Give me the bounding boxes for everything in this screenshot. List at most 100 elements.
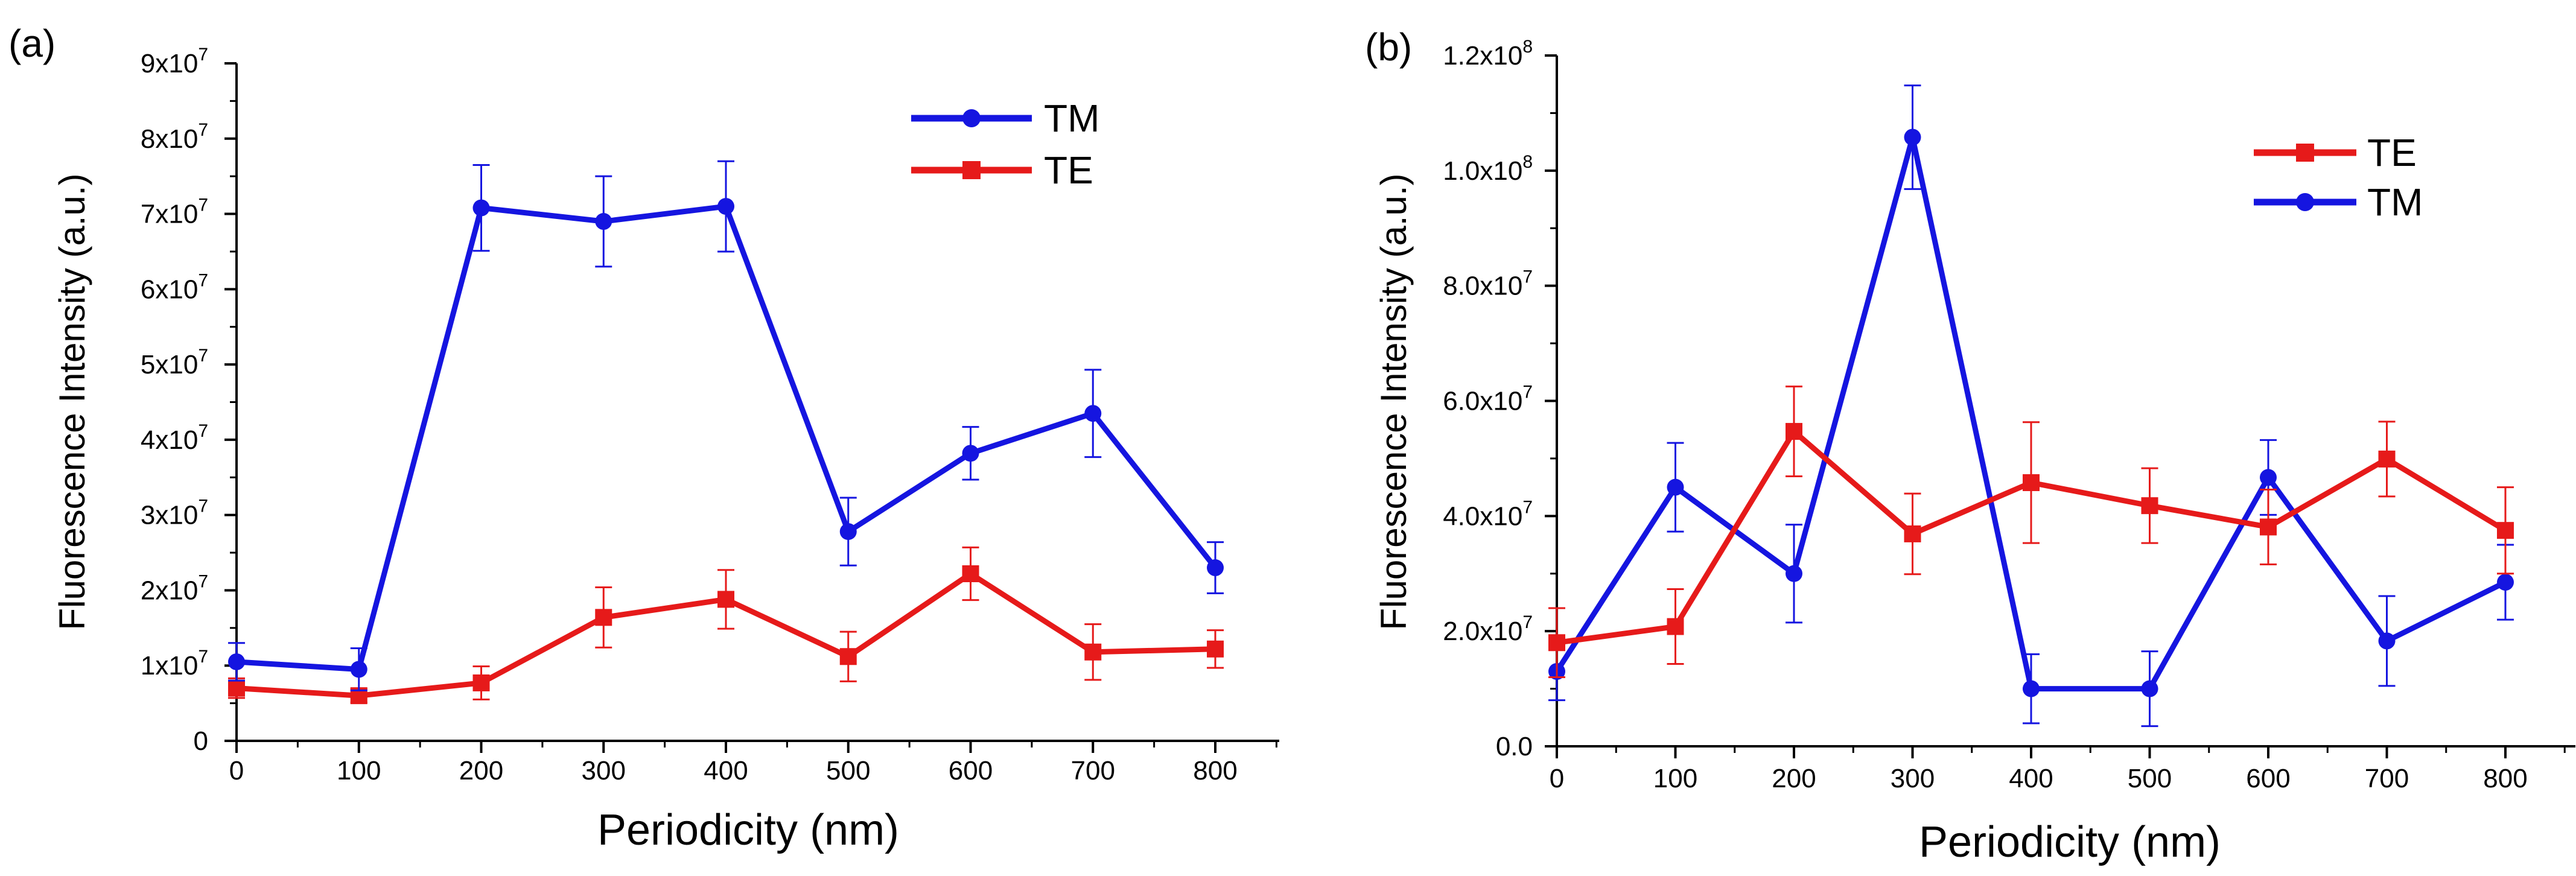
panel-a-legend-item: TM [911,97,1099,140]
panel-b-legend: TE TM [2254,131,2423,224]
legend-marker [2296,193,2314,211]
data-point [1904,525,1921,542]
data-point [1786,565,1802,582]
data-point [1207,640,1224,658]
panel-b-y-axis-title: Fluorescence Intensity (a.u.) [1373,173,1414,630]
data-point [962,445,979,462]
panel-b-x-ticks: 0 100 200 300 400 500 600 700 800 [1550,746,2566,793]
data-point [1548,634,1565,652]
x-tick-label: 500 [826,756,870,786]
y-tick-label: 1.2x108 [1443,37,1533,71]
x-tick-label: 100 [1653,764,1697,793]
y-tick-label: 3x107 [141,497,208,530]
data-point [350,661,367,678]
series-TE [228,546,1224,705]
panel-b-x-axis-title: Periodicity (nm) [1919,818,2221,866]
panel-a: (a) 0 1x107 2x107 3x107 4x107 5x107 6x107 7x107… [8,22,1279,854]
data-point [1084,405,1102,422]
y-tick-label: 9x107 [141,45,208,78]
panel-a-series [228,160,1224,705]
panel-a-legend-label: TM [1044,97,1099,140]
legend-marker [962,109,981,127]
data-point [717,198,734,215]
data-point [839,648,857,665]
panel-b-legend-label: TE [2367,131,2417,174]
y-tick-label: 4.0x107 [1443,497,1533,531]
panel-b-legend-label: TM [2367,180,2423,224]
legend-marker [962,161,981,179]
x-tick-label: 700 [2365,764,2409,793]
panel-a-legend-label: TE [1044,148,1093,192]
data-point [595,213,612,230]
panel-a-x-ticks: 0 100 200 300 400 500 600 700 800 [229,741,1277,786]
panel-b-label: (b) [1365,25,1412,69]
panel-b-legend-item: TM [2254,180,2423,224]
panel-a-x-axis-title: Periodicity (nm) [597,806,899,854]
x-tick-label: 0 [229,756,244,786]
data-point [839,523,857,541]
data-point [2023,474,2040,491]
panel-a-y-ticks: 0 1x107 2x107 3x107 4x107 5x107 6x107 7x107 8x10… [141,45,237,756]
panel-b-legend-item: TE [2254,131,2417,174]
y-tick-label: 8.0x107 [1443,267,1533,301]
x-tick-label: 300 [582,756,626,786]
legend-marker [2296,144,2314,162]
panel-a-label: (a) [8,22,56,65]
data-point [2378,632,2396,650]
data-point [228,679,245,697]
y-tick-label: 0.0 [1496,732,1533,761]
panel-b-y-ticks: 0.0 2.0x107 4.0x107 6.0x107 8.0x107 1.0x108 1.… [1443,37,1557,761]
x-tick-label: 500 [2128,764,2172,793]
data-point [1667,478,1684,496]
y-tick-label: 2.0x107 [1443,612,1533,646]
data-point [2260,469,2277,486]
x-tick-label: 100 [337,756,381,786]
data-point [2497,574,2514,591]
data-point [962,565,979,582]
series-TM [228,160,1224,691]
data-point [2260,518,2277,536]
series-line [1554,134,2507,692]
y-tick-label: 1.0x108 [1443,152,1533,186]
panel-a-legend-item: TE [911,148,1093,192]
y-tick-label: 6x107 [141,270,208,304]
data-point [2141,497,2158,515]
x-tick-label: 800 [1193,756,1237,786]
data-point [2141,680,2158,697]
data-point [1904,129,1921,146]
data-point [228,653,245,670]
data-point [1084,643,1102,661]
panel-a-legend: TM TE [911,97,1099,192]
y-tick-label: 6.0x107 [1443,382,1533,416]
x-tick-label: 400 [704,756,748,786]
data-point [2378,450,2396,468]
x-tick-label: 600 [2246,764,2290,793]
x-tick-label: 200 [459,756,503,786]
series-TE [1548,386,2514,678]
data-point [2497,522,2514,539]
x-tick-label: 300 [1891,764,1935,793]
x-tick-label: 400 [2009,764,2053,793]
data-point [1667,618,1684,635]
data-point [717,591,734,608]
y-tick-label: 7x107 [141,195,208,229]
data-point [595,609,612,626]
y-tick-label: 2x107 [141,571,208,605]
data-point [472,199,490,217]
x-tick-label: 200 [1772,764,1816,793]
x-tick-label: 0 [1550,764,1564,793]
x-tick-label: 800 [2483,764,2527,793]
panel-a-y-axis-title: Fluorescence Intensity (a.u.) [52,173,92,630]
y-tick-label: 1x107 [141,647,208,681]
data-point [2023,680,2040,697]
y-tick-label: 8x107 [141,120,208,154]
y-tick-label: 5x107 [141,346,208,379]
x-tick-label: 600 [949,756,993,786]
y-tick-label: 4x107 [141,421,208,455]
data-point [472,674,490,691]
y-tick-label: 0 [194,726,208,756]
x-tick-label: 700 [1071,756,1115,786]
data-point [1786,423,1802,440]
panel-b: (b) 0.0 2.0x107 4.0x107 6.0x107 8.0x107 1.0x1… [1365,25,2575,866]
